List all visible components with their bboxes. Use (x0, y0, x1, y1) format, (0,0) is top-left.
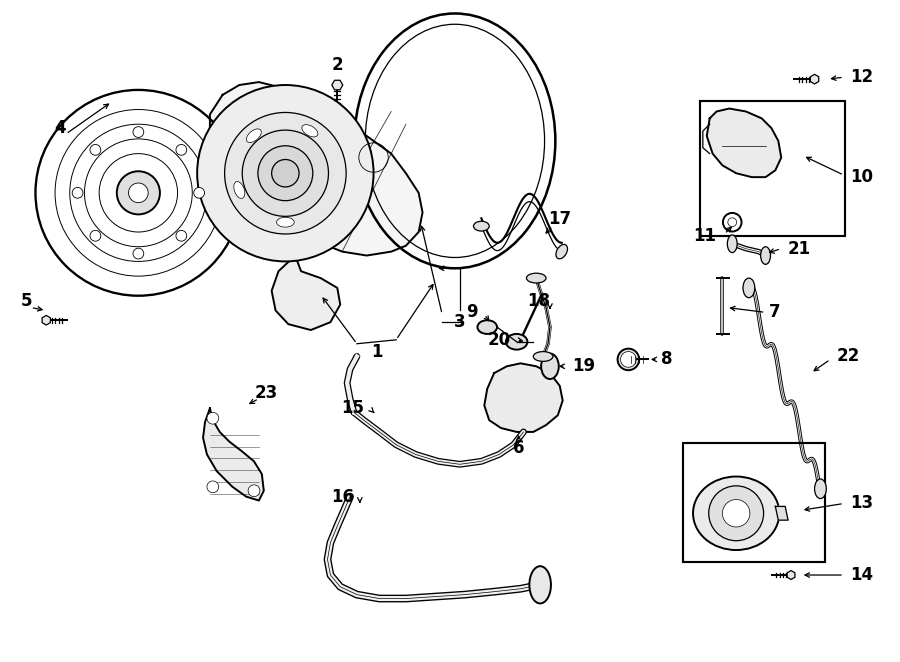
Circle shape (133, 126, 144, 138)
Circle shape (207, 481, 219, 493)
Text: 13: 13 (850, 495, 873, 512)
Text: 21: 21 (788, 240, 811, 258)
Ellipse shape (526, 273, 546, 283)
Text: 16: 16 (331, 488, 354, 506)
Text: 20: 20 (488, 331, 511, 349)
Polygon shape (810, 74, 819, 84)
Circle shape (708, 486, 763, 541)
Ellipse shape (534, 352, 553, 361)
Text: 10: 10 (850, 168, 873, 186)
Circle shape (129, 183, 148, 203)
Circle shape (248, 485, 260, 496)
Text: 6: 6 (513, 439, 525, 457)
Circle shape (723, 213, 742, 232)
Text: 4: 4 (54, 119, 66, 137)
Ellipse shape (234, 181, 245, 199)
Text: 18: 18 (527, 292, 550, 310)
Polygon shape (776, 506, 788, 520)
Text: 14: 14 (850, 566, 873, 584)
Circle shape (176, 144, 186, 156)
Text: 23: 23 (254, 384, 277, 402)
Circle shape (72, 187, 83, 198)
Ellipse shape (727, 235, 737, 253)
Polygon shape (332, 80, 343, 90)
Ellipse shape (247, 129, 261, 142)
Circle shape (207, 412, 219, 424)
Ellipse shape (556, 244, 568, 259)
Text: 7: 7 (769, 303, 780, 321)
Bar (683, 443, 825, 562)
Text: 22: 22 (837, 348, 860, 365)
Text: 17: 17 (548, 211, 572, 228)
Circle shape (197, 85, 374, 261)
Ellipse shape (302, 124, 318, 137)
Circle shape (258, 146, 313, 201)
Ellipse shape (541, 354, 559, 379)
Polygon shape (788, 571, 795, 579)
Text: 11: 11 (694, 227, 716, 245)
Ellipse shape (477, 320, 497, 334)
Ellipse shape (506, 334, 527, 350)
Polygon shape (706, 109, 781, 177)
Text: 9: 9 (466, 303, 477, 321)
Text: 12: 12 (850, 68, 873, 86)
Text: 19: 19 (572, 357, 596, 375)
Text: 8: 8 (661, 350, 672, 369)
Ellipse shape (743, 278, 755, 298)
Circle shape (225, 113, 346, 234)
Polygon shape (484, 363, 562, 432)
Polygon shape (203, 408, 264, 500)
Text: 1: 1 (371, 342, 382, 361)
Circle shape (272, 160, 299, 187)
Ellipse shape (473, 221, 490, 231)
Text: 3: 3 (454, 313, 465, 331)
Circle shape (723, 500, 750, 527)
Polygon shape (42, 315, 50, 325)
Circle shape (90, 144, 101, 156)
Bar (700, 101, 845, 236)
Ellipse shape (276, 217, 294, 227)
Text: 15: 15 (341, 399, 364, 418)
Text: 5: 5 (21, 292, 32, 310)
Polygon shape (272, 256, 340, 330)
Ellipse shape (693, 477, 779, 550)
Circle shape (176, 230, 186, 241)
Ellipse shape (814, 479, 826, 498)
Polygon shape (210, 82, 423, 256)
Circle shape (117, 171, 160, 214)
Text: 2: 2 (331, 56, 343, 74)
Circle shape (728, 218, 737, 226)
Ellipse shape (760, 247, 770, 264)
Circle shape (242, 130, 328, 216)
Ellipse shape (529, 566, 551, 604)
Circle shape (133, 248, 144, 259)
Circle shape (620, 352, 636, 367)
Ellipse shape (617, 349, 639, 370)
Circle shape (90, 230, 101, 241)
Circle shape (194, 187, 204, 198)
